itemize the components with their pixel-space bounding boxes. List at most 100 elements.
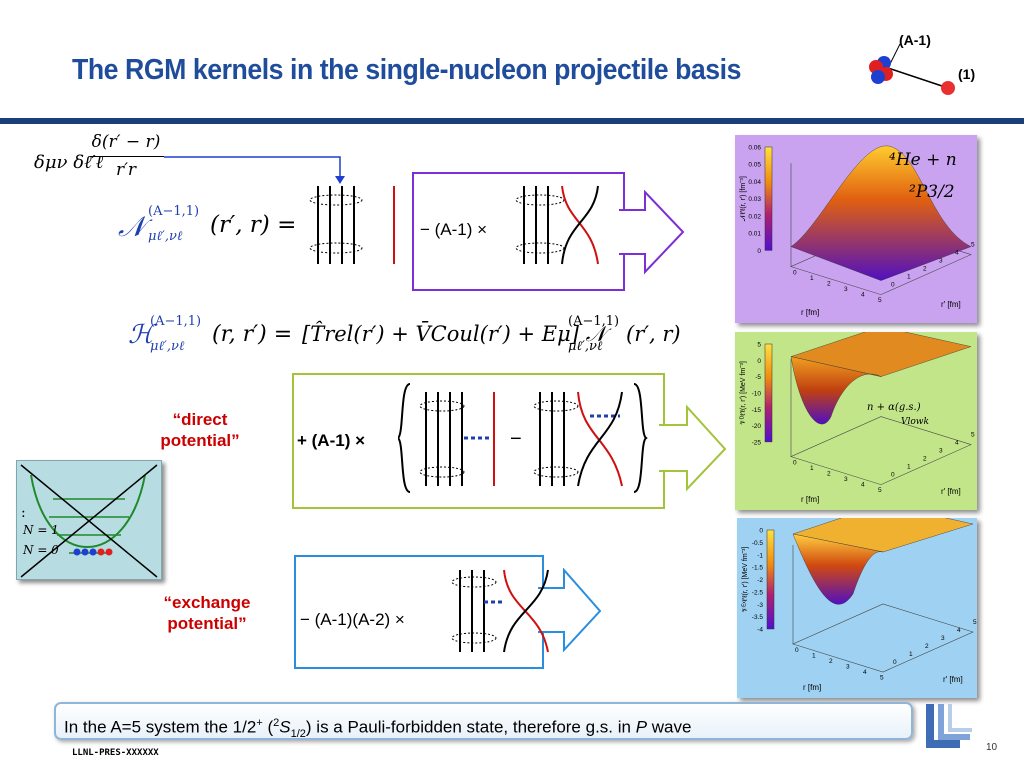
colorbar-tick: 0.03 (748, 196, 761, 203)
exchange-potential-caption: “exchange potential” (132, 592, 282, 634)
note-s: S (279, 717, 291, 737)
exchange-potential-box (294, 555, 544, 669)
norm-exchange-diagram (515, 185, 599, 265)
y-axis-tick: 0 (891, 282, 895, 289)
x-axis-label: r [fm] (801, 495, 819, 504)
delta-denominator: r′r (115, 160, 137, 180)
y-axis-tick: 4 (955, 250, 959, 257)
colorbar (766, 529, 775, 630)
colorbar-tick: 0 (757, 248, 761, 255)
delta-numerator: δ(r′ − r) (91, 132, 161, 152)
colorbar-tick: 0.02 (748, 213, 761, 220)
y-axis-tick: 4 (955, 440, 959, 447)
exchange-label: − (A-1)(A-2) × (300, 610, 405, 629)
y-axis-tick: 1 (909, 651, 913, 658)
colorbar-tick: -3.5 (752, 614, 764, 621)
x-axis-tick: 3 (844, 286, 848, 293)
colorbar-tick: -2.5 (752, 589, 764, 596)
x-axis-tick: 4 (861, 292, 865, 299)
ham-kernel-symbol: ℋ (128, 320, 154, 350)
colorbar-tick: -10 (752, 390, 762, 397)
note-sup-plus: + (256, 717, 263, 729)
colorbar-tick: 0 (759, 528, 763, 535)
note-p: P (635, 717, 648, 737)
ham-kernel-sup: (A−1,1) (150, 314, 202, 329)
delta-prefix: δμν δℓ′ℓ (34, 152, 104, 173)
exchange-potential-line2: potential” (167, 614, 247, 633)
surface (790, 145, 972, 281)
norm-kernel-symbol: 𝒩 (118, 210, 145, 243)
direct-potential-line1: “direct (172, 410, 228, 429)
colorbar-tick: 0.01 (748, 231, 761, 238)
note-pre: In the A=5 system the 1/2 (64, 717, 257, 737)
cluster-diagram (869, 43, 955, 95)
note-sup2: 2 (273, 717, 280, 729)
colorbar (764, 146, 773, 251)
z-axis-label: 𝒱ᴰℓ′ℓ(r, r′) [MeV fm⁻³] (740, 361, 747, 425)
system-label: n + α(g.s.) (867, 402, 921, 413)
colorbar-tick: -2 (757, 577, 763, 584)
direct-potential-arrow (659, 405, 727, 492)
ham-kernel-args: (r, r′) = (212, 322, 293, 347)
x-axis-tick: 2 (827, 471, 831, 478)
wave-label: Vlowk (901, 417, 929, 427)
x-axis-tick: 3 (844, 476, 848, 483)
fraction-bar (90, 156, 164, 157)
direct-label: + (A-1) × (297, 431, 366, 450)
x-axis-label: r [fm] (801, 308, 819, 317)
norm-kernel-sub: μℓ′,νℓ (148, 229, 183, 244)
ham-rhs-sup: (A−1,1) (568, 314, 620, 329)
x-axis-tick: 5 (880, 675, 884, 682)
z-axis-label: 𝒱ᴱˣℓ′ℓ(r, r′) [MeV fm⁻³] (742, 547, 749, 613)
ham-rhs-sub: μℓ′,νℓ (568, 339, 603, 354)
y-axis-label: r′ [fm] (941, 487, 961, 496)
ho-levels-diagram (20, 464, 158, 578)
colorbar-tick: -5 (755, 374, 761, 381)
x-axis-tick: 0 (795, 647, 799, 654)
y-axis-tick: 0 (891, 472, 895, 479)
llnl-logo (926, 704, 972, 748)
page-title: The RGM kernels in the single-nucleon pr… (72, 54, 741, 86)
x-axis-tick: 5 (878, 297, 882, 304)
y-axis-label: r′ [fm] (943, 675, 963, 684)
colorbar-tick: 0.04 (748, 179, 761, 186)
plot-direct-svg: 5 0 -5 -10 -15 -20 -25 𝒱ᴰℓ′ℓ(r, r′) [MeV fm⁻³] 0… (735, 326, 977, 510)
plot-panel-norm: 0.06 0.05 0.04 0.03 0.02 0.01 0 𝒩ℓ′ℓ(r, r′) [fm… (735, 135, 977, 323)
y-axis-tick: 4 (957, 627, 961, 634)
colorbar-tick: 0.06 (748, 145, 761, 152)
colorbar-tick: -4 (757, 627, 763, 634)
cluster-label-a-minus-1: (A-1) (899, 32, 931, 48)
y-axis-tick: 2 (923, 266, 927, 273)
y-axis-label: r′ [fm] (941, 300, 961, 309)
ham-rhs-args: (r′, r) (626, 322, 681, 346)
norm-kernel-args: (r′, r) = (210, 212, 297, 238)
norm-exchange-label: − (A-1) × (420, 220, 488, 239)
plot-panel-exchange: 0 -0.5 -1 -1.5 -2 -2.5 -3 -3.5 -4 𝒱ᴱˣℓ′ℓ(r, r′) [… (737, 503, 977, 698)
cluster-label-one: (1) (958, 66, 976, 82)
z-axis-label: 𝒩ℓ′ℓ(r, r′) [fm⁻³] (740, 176, 747, 221)
plot-norm-svg: 0.06 0.05 0.04 0.03 0.02 0.01 0 𝒩ℓ′ℓ(r, r′) [fm… (735, 135, 977, 323)
ho-dots: : (21, 505, 26, 521)
direct-potential-diagram (398, 383, 648, 493)
plot-floor (790, 416, 972, 485)
direct-potential-line2: potential” (160, 431, 240, 450)
y-axis-tick: 5 (971, 242, 975, 249)
colorbar (764, 343, 773, 443)
ho-n1-label: N = 1 (23, 523, 59, 537)
colorbar-tick: -1.5 (752, 565, 764, 572)
x-axis-tick: 2 (829, 658, 833, 665)
colorbar-tick: 0 (757, 358, 761, 365)
wave-label: ²P3/2 (909, 182, 955, 202)
ham-kernel-rhs: [T̂rel(r′) + V̄Coul(r′) + Eμ] 𝒩 (302, 322, 606, 346)
footer-code: LLNL-PRES-XXXXXX (72, 748, 159, 758)
exchange-potential-diagram (451, 569, 549, 653)
colorbar-tick: -3 (757, 602, 763, 609)
system-label: ⁴He + n (889, 150, 957, 170)
norm-direct-diagram (309, 186, 395, 264)
delta-arrow (164, 156, 345, 184)
x-axis-tick: 0 (793, 460, 797, 467)
x-axis-tick: 1 (810, 465, 814, 472)
y-axis-tick: 0 (893, 659, 897, 666)
colorbar-tick: 0.05 (748, 162, 761, 169)
y-axis-tick: 3 (939, 448, 943, 455)
